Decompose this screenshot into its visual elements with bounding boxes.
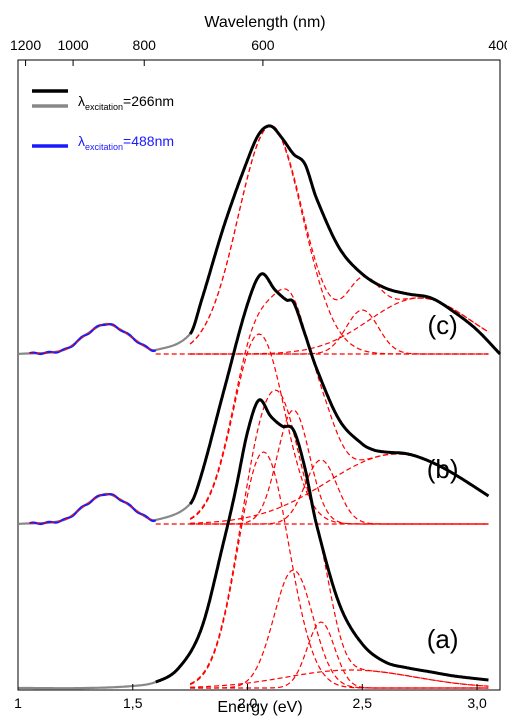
fit-component-curve (190, 569, 489, 689)
spectrum-266nm (155, 398, 489, 684)
legend-label: λexcitation=488nm (78, 133, 174, 152)
spectrum-266nm (188, 272, 490, 505)
plot-frame (17, 59, 501, 691)
panel-labels: (c) (b) (a) (427, 310, 459, 654)
x-tick-label: 1 (14, 695, 22, 711)
x-tick-label: 1,5 (123, 695, 143, 711)
x-tick-label: 2,0 (238, 695, 258, 711)
fit-component-curve (190, 669, 489, 688)
spectrum-488nm-fit (29, 323, 154, 354)
spectrum-488nm-fit (29, 493, 154, 524)
panel-label: (c) (427, 310, 457, 340)
spectrum-266nm-low-energy (18, 680, 157, 690)
top-tick-label: 800 (133, 37, 157, 53)
panel-label: (b) (427, 454, 459, 484)
spectra (17, 124, 502, 690)
x-tick-label: 3,0 (467, 695, 487, 711)
fit-sum-curve (189, 389, 489, 687)
spectrum-488nm (29, 322, 157, 356)
plot-border (17, 59, 501, 691)
fit-component-curve (190, 621, 489, 689)
legend-label: λexcitation=266nm (78, 93, 174, 112)
legend: λexcitation=266nm λexcitation=488nm (32, 89, 174, 152)
top-tick-label: 600 (251, 37, 275, 53)
axes: 1 1,5 2,0 2,5 3,0 1200 1000 800 600 400 (10, 37, 507, 711)
x-axis-label: Energy (eV) (217, 699, 302, 716)
top-tick-label: 1200 (10, 37, 41, 53)
top-tick-label: 400 (488, 37, 507, 53)
panel-label: (a) (427, 624, 459, 654)
spectrum-266nm (188, 124, 502, 356)
spectrum-266nm-low-energy (17, 322, 191, 356)
top-axis-label: Wavelength (nm) (204, 14, 325, 31)
spectrum-266nm-low-energy (17, 492, 191, 526)
x-tick-label: 2,5 (353, 695, 373, 711)
top-tick-label: 1000 (58, 37, 89, 53)
spectrum-488nm (29, 492, 157, 526)
